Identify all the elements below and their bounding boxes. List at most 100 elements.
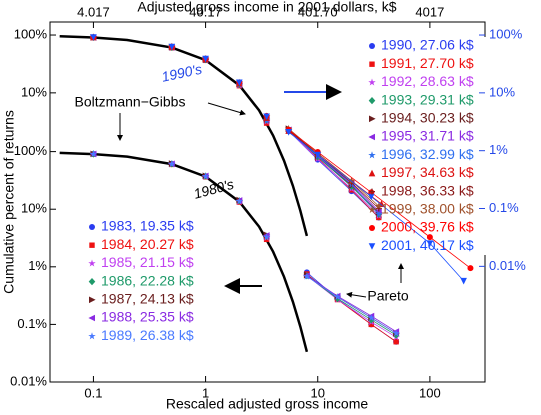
x-tick-label: 100 — [419, 385, 441, 400]
data-point — [201, 172, 210, 180]
y-tick-label: 100% — [14, 143, 48, 158]
data-point — [90, 34, 97, 41]
annotation: Pareto — [367, 288, 408, 304]
annotation: 1990's — [160, 61, 203, 85]
legend-marker — [89, 296, 96, 304]
legend-marker — [88, 259, 96, 267]
plot-area — [59, 33, 474, 353]
x2-tick-label: 4017 — [415, 4, 444, 19]
legend-label: 2000, 39.76 k$ — [381, 219, 474, 235]
data-point — [460, 277, 467, 285]
legend-marker — [368, 97, 376, 105]
legend-label: 1994, 30.23 k$ — [381, 110, 474, 126]
data-point — [333, 293, 342, 301]
data-point — [367, 316, 375, 324]
legend-marker — [369, 115, 376, 123]
fit-curve — [59, 151, 309, 353]
legend-marker — [369, 43, 375, 49]
data-point — [89, 150, 98, 158]
arrow — [346, 291, 367, 298]
legend-label: 1996, 32.99 k$ — [381, 146, 474, 162]
data-point — [314, 151, 322, 159]
legend-label: 1999, 38.00 k$ — [381, 201, 474, 217]
y-tick-label: 1% — [28, 258, 47, 273]
y2-tick-label: 0.01% — [489, 258, 526, 273]
data-point — [168, 43, 176, 51]
legend-label: 1997, 34.63 k$ — [381, 164, 474, 180]
data-point — [467, 265, 474, 272]
legend-label: 1984, 20.27 k$ — [101, 236, 194, 252]
annotation: 1980's — [192, 176, 236, 202]
legend-marker — [88, 278, 96, 286]
y-tick-label: 10% — [21, 201, 47, 216]
x2-tick-label: 401.70 — [298, 4, 338, 19]
data-point — [263, 113, 270, 121]
legend-label: 1990, 27.06 k$ — [381, 37, 474, 53]
data-point — [375, 210, 383, 218]
data-point — [426, 234, 433, 241]
data-point — [347, 177, 356, 185]
y-tick-label: 100% — [14, 26, 48, 41]
legend-marker — [368, 169, 376, 177]
tail-line — [306, 275, 397, 336]
data-point — [393, 339, 399, 345]
annotation: Boltzmann−Gibbs — [75, 94, 186, 110]
legend-marker — [368, 151, 376, 159]
legend-label: 1987, 24.13 k$ — [101, 291, 194, 307]
data-point — [236, 79, 243, 87]
legend-marker — [369, 188, 375, 195]
data-point — [202, 55, 209, 63]
x2-tick-label: 4.017 — [77, 4, 110, 19]
legend-label: 1989, 26.38 k$ — [101, 327, 194, 343]
legend-marker — [369, 61, 375, 67]
legend-marker — [368, 205, 376, 213]
legend-label: 1986, 22.28 k$ — [101, 272, 194, 288]
data-point — [375, 202, 383, 210]
legend-marker — [88, 332, 96, 340]
arrow — [207, 102, 246, 116]
y-axis-label: Cumulative percent of returns — [1, 110, 17, 294]
data-point — [367, 193, 375, 201]
legend-label: 1995, 31.71 k$ — [381, 128, 474, 144]
data-point — [285, 129, 292, 136]
legend-marker — [368, 78, 376, 86]
x2-axis-label: Adjusted gross income in 2001 dollars, k… — [137, 0, 396, 15]
legend-marker — [369, 225, 375, 231]
legend-marker — [368, 243, 376, 250]
legend-label: 1985, 21.15 k$ — [101, 254, 194, 270]
y2-tick-label: 1% — [489, 142, 508, 157]
data-point — [168, 160, 176, 168]
data-point — [262, 233, 271, 241]
legend-label: 1998, 36.33 k$ — [381, 182, 474, 198]
legend-label: 1993, 29.31 k$ — [381, 91, 474, 107]
y-tick-label: 0.1% — [17, 316, 47, 331]
tail-line — [288, 129, 380, 209]
y-tick-label: 0.01% — [10, 373, 47, 388]
tail-line — [306, 275, 397, 332]
legend-marker — [89, 242, 95, 248]
tail-line — [288, 130, 380, 217]
legend-label: 2001, 40.17 k$ — [381, 237, 474, 253]
legend-label: 1988, 25.35 k$ — [101, 309, 194, 325]
data-point — [235, 197, 244, 205]
x-tick-label: 1 — [202, 385, 209, 400]
x-axis-label: Rescaled adjusted gross income — [166, 396, 369, 412]
legend-marker — [89, 224, 95, 230]
legend-box — [84, 216, 216, 346]
y2-tick-label: 0.1% — [489, 200, 519, 215]
legend-label: 1983, 19.35 k$ — [101, 218, 194, 234]
legend-box — [364, 37, 488, 255]
legend-label: 1992, 28.63 k$ — [381, 73, 474, 89]
data-point — [367, 313, 375, 321]
data-point — [426, 240, 434, 247]
y2-tick-label: 100% — [489, 26, 523, 41]
y-tick-label: 10% — [21, 84, 47, 99]
data-point — [392, 329, 400, 337]
legend-marker — [368, 133, 375, 141]
x-tick-label: 0.1 — [84, 385, 102, 400]
legend-label: 1991, 27.70 k$ — [381, 55, 474, 71]
x-tick-label: 10 — [311, 385, 325, 400]
y2-tick-label: 10% — [489, 84, 515, 99]
fit-curve — [59, 35, 309, 237]
